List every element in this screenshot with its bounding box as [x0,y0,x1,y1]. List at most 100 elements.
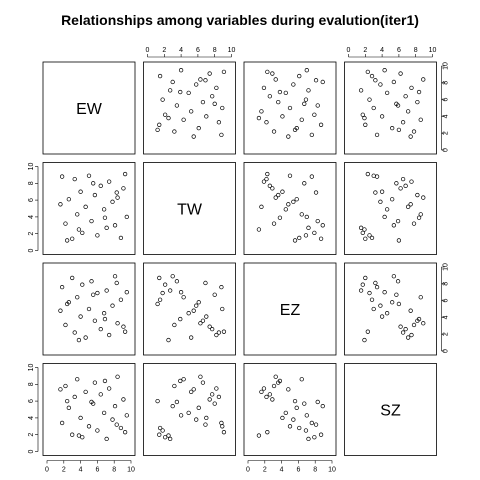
data-point [65,238,70,243]
data-point [121,186,126,191]
data-point [294,405,299,410]
data-point [95,233,100,238]
data-point [115,374,120,379]
data-point [70,432,75,437]
data-point [204,114,209,119]
tick-label: 6 [443,299,450,303]
tick-label: 6 [443,98,450,102]
data-point [398,186,403,191]
data-point [75,212,80,217]
data-point [121,324,126,329]
data-point [299,377,304,382]
data-point [367,233,372,238]
panel-frame [344,61,437,155]
data-point [369,73,375,79]
data-point [221,329,227,334]
data-point [400,330,406,335]
data-point [122,329,128,334]
data-point [312,435,317,440]
panel-frame [42,162,136,255]
tick-label: 2 [363,47,367,54]
data-point [261,386,267,391]
data-point [265,171,270,177]
data-point [194,417,199,422]
data-point [315,218,320,224]
data-point [265,430,270,435]
data-point [416,215,422,220]
data-point [102,215,108,220]
tick-label: 4 [280,467,284,474]
tick-label: 0 [246,467,250,474]
data-point [166,433,171,438]
data-point [102,378,108,384]
data-point [168,288,173,293]
data-point [198,321,203,326]
tick-label: 6 [296,467,300,474]
data-point [280,189,285,194]
data-point [178,68,184,73]
data-point [91,181,96,186]
data-point [379,189,385,194]
data-point [118,235,124,241]
data-point [58,308,63,313]
data-point [86,173,92,178]
data-point [256,115,262,121]
data-point [363,122,368,127]
data-point [283,90,288,96]
data-point [91,401,96,406]
data-point [186,90,191,96]
x-axis-bottom-ew: 0 2 4 6 8 10 [45,460,135,474]
data-point [306,225,311,230]
data-point [170,403,175,409]
data-point [287,424,293,429]
data-point [358,288,364,293]
tick-label: 10 [443,62,450,70]
diagonal-label-ez: EZ [280,302,301,319]
data-point [391,274,397,279]
data-point [80,435,85,440]
data-point [59,174,65,179]
data-point [421,321,426,326]
data-point [124,290,129,295]
panel-ew-tw [143,61,236,155]
data-point [373,280,378,286]
data-point [102,316,108,322]
data-point [303,428,309,433]
data-point [194,303,199,308]
data-point [264,176,269,182]
data-point [371,306,376,312]
data-point [178,316,183,322]
data-point [287,105,293,111]
data-point [259,204,264,209]
panel-frame [143,262,236,356]
data-point [271,221,277,226]
data-point [265,69,270,75]
x-axis-bottom-ez: 0 2 4 6 8 10 [246,460,336,474]
data-point [318,432,324,437]
data-point [315,399,320,405]
data-point [174,399,180,405]
data-point [411,129,417,134]
panel-sz-ew [42,363,136,456]
data-point [110,417,115,422]
data-point [107,179,112,184]
data-point [63,221,68,226]
tick-label: 4 [443,114,450,118]
data-point [118,425,124,431]
panel-ez-ew [42,262,136,356]
tick-label: 6 [397,47,401,54]
data-point [313,78,319,83]
y-axis-right-ez: 0 2 4 6 8 10 [441,263,450,353]
data-point [306,436,311,442]
data-point [320,403,325,409]
data-point [382,68,387,73]
tick-label: 8 [213,47,217,54]
data-point [304,413,309,418]
tick-label: 8 [414,47,418,54]
data-point [216,394,222,400]
y-axis-left-tw: 0 2 4 6 8 10 [28,163,39,252]
tick-label: 6 [28,198,35,202]
tick-label: 8 [443,81,450,85]
data-point [418,295,423,300]
data-point [210,392,215,397]
